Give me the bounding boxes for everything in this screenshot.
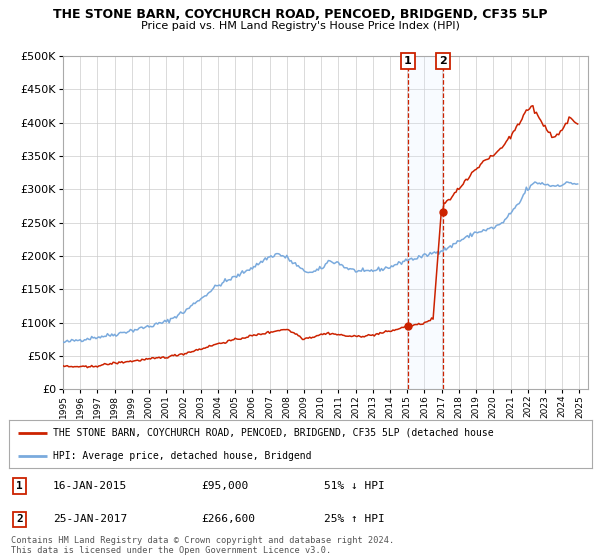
Text: Contains HM Land Registry data © Crown copyright and database right 2024.
This d: Contains HM Land Registry data © Crown c… — [11, 536, 394, 556]
Text: HPI: Average price, detached house, Bridgend: HPI: Average price, detached house, Brid… — [53, 451, 311, 461]
Text: 2: 2 — [16, 514, 23, 524]
Text: Price paid vs. HM Land Registry's House Price Index (HPI): Price paid vs. HM Land Registry's House … — [140, 21, 460, 31]
Text: THE STONE BARN, COYCHURCH ROAD, PENCOED, BRIDGEND, CF35 5LP (detached house: THE STONE BARN, COYCHURCH ROAD, PENCOED,… — [53, 428, 493, 438]
Text: £95,000: £95,000 — [202, 481, 249, 491]
Text: 25-JAN-2017: 25-JAN-2017 — [53, 514, 127, 524]
Text: 2: 2 — [439, 56, 447, 66]
Text: THE STONE BARN, COYCHURCH ROAD, PENCOED, BRIDGEND, CF35 5LP: THE STONE BARN, COYCHURCH ROAD, PENCOED,… — [53, 8, 547, 21]
Text: 25% ↑ HPI: 25% ↑ HPI — [324, 514, 385, 524]
Text: £266,600: £266,600 — [202, 514, 256, 524]
Text: 1: 1 — [16, 481, 23, 491]
Text: 51% ↓ HPI: 51% ↓ HPI — [324, 481, 385, 491]
Text: 1: 1 — [404, 56, 412, 66]
Bar — [408, 56, 443, 389]
Text: 16-JAN-2015: 16-JAN-2015 — [53, 481, 127, 491]
